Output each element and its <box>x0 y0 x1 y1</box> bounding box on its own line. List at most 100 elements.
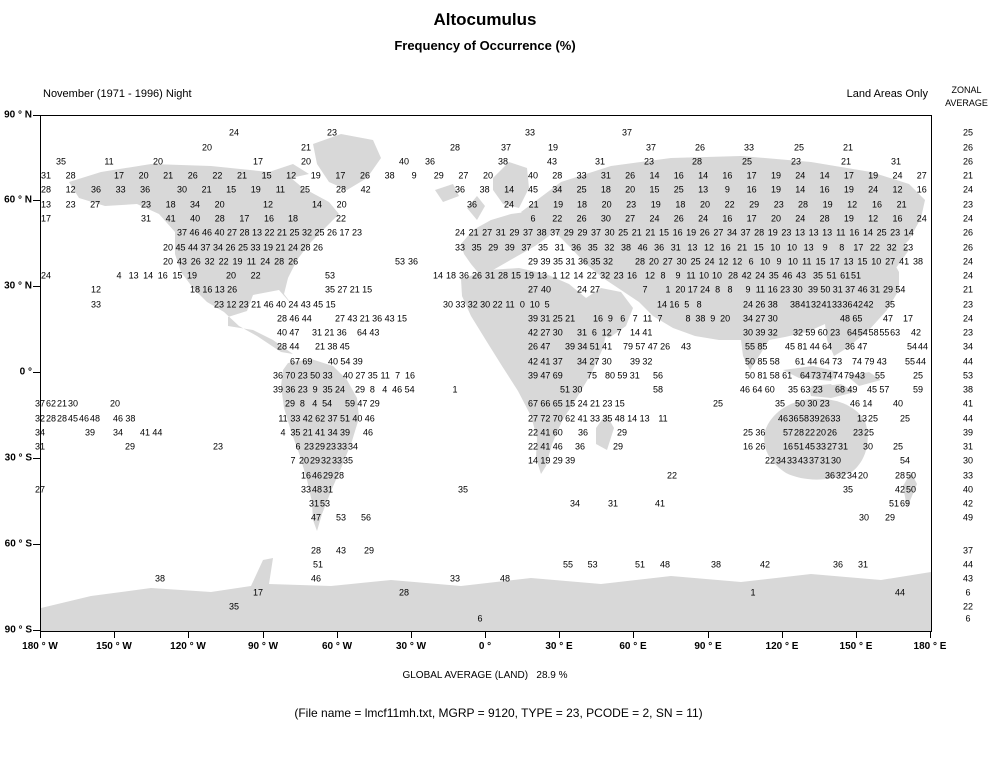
grid-value: 46 <box>739 384 751 395</box>
grid-value: 46 <box>310 573 322 584</box>
grid-value: 20 <box>109 398 121 409</box>
grid-value: 36 <box>454 184 466 195</box>
grid-value: 73 <box>810 370 822 381</box>
grid-value: 15 <box>510 270 522 281</box>
grid-value: 39 <box>527 370 539 381</box>
grid-value: 70 <box>552 413 563 424</box>
grid-value: 29 <box>577 227 588 238</box>
grid-value: 30 <box>600 213 611 224</box>
grid-value: 11 <box>505 299 515 310</box>
grid-value: 29 <box>314 441 326 452</box>
zonal-average-value: 49 <box>962 512 974 523</box>
grid-value: 64 <box>356 327 368 338</box>
axis-tick <box>33 200 40 201</box>
grid-value: 35 <box>774 398 786 409</box>
grid-value: 40 <box>352 413 363 424</box>
grid-value: 34 <box>576 356 588 367</box>
grid-value: 61 <box>794 356 806 367</box>
grid-value: 23 <box>903 242 914 253</box>
grid-value: 39 <box>564 341 576 352</box>
lon-tick-label: 90 ° E <box>694 641 722 652</box>
grid-value: 20 <box>152 156 164 167</box>
grid-value: 27 <box>540 327 551 338</box>
grid-value: 61 <box>782 370 793 381</box>
grid-value: 38 <box>536 227 547 238</box>
grid-value: 10 <box>871 256 882 267</box>
grid-value: 29 <box>552 455 563 466</box>
grid-value: 28 <box>310 545 322 556</box>
lon-tick-label: 150 ° E <box>839 641 873 652</box>
grid-value: 33 <box>786 455 798 466</box>
grid-value: 15 <box>857 256 868 267</box>
grid-value: 23 <box>613 270 624 281</box>
grid-value: 6 <box>295 441 301 452</box>
zonal-average-value: 37 <box>962 545 974 556</box>
grid-value: 14 <box>573 270 584 281</box>
new-zealand-shape <box>903 472 917 508</box>
antarctica-shape <box>41 558 931 631</box>
grid-value: 26 <box>190 256 201 267</box>
grid-value: 44 <box>187 242 199 253</box>
grid-value: 25 <box>793 142 805 153</box>
grid-value: 60 <box>817 327 828 338</box>
grid-value: 28 <box>819 213 830 224</box>
grid-value: 62 <box>315 413 326 424</box>
grid-value: 79 <box>622 341 634 352</box>
grid-value: 7 <box>632 313 638 324</box>
grid-value: 12 <box>644 270 656 281</box>
grid-value: 44 <box>809 341 820 352</box>
grid-value: 46 <box>849 398 861 409</box>
grid-value: 21 <box>300 142 312 153</box>
grid-value: 54 <box>404 384 415 395</box>
grid-value: 33 <box>576 170 587 181</box>
grid-value: 29 <box>509 227 520 238</box>
grid-value: 6 <box>591 327 597 338</box>
grid-value: 36 <box>424 156 436 167</box>
grid-value: 65 <box>852 313 863 324</box>
grid-value: 55 <box>879 327 890 338</box>
grid-value: 19 <box>523 270 535 281</box>
grid-value: 27 <box>589 356 600 367</box>
axis-tick <box>33 544 40 545</box>
grid-value: 42 <box>852 299 864 310</box>
grid-value: 10 <box>787 256 798 267</box>
grid-value: 13 <box>856 413 868 424</box>
grid-value: 23 <box>238 299 249 310</box>
grid-value: 47 <box>882 313 894 324</box>
grid-value: 38 <box>912 256 924 267</box>
grid-value: 21 <box>589 398 601 409</box>
zonal-average-value: 44 <box>962 356 974 367</box>
grid-value: 20 <box>336 199 347 210</box>
grid-value: 21 <box>302 427 313 438</box>
grid-value: 22 <box>492 299 503 310</box>
grid-value: 24 <box>40 270 52 281</box>
lat-tick-label: 90 ° N <box>4 109 32 121</box>
grid-value: 23 <box>602 398 613 409</box>
grid-value: 19 <box>232 256 243 267</box>
zonal-average-value: 24 <box>962 313 974 324</box>
axis-tick <box>263 631 264 638</box>
grid-value: 9 <box>675 270 681 281</box>
grid-value: 44 <box>301 313 312 324</box>
grid-value: 29 <box>309 455 321 466</box>
lat-tick-label: 60 ° N <box>4 194 32 206</box>
grid-value: 15 <box>396 313 408 324</box>
lon-tick-label: 180 ° W <box>22 641 58 652</box>
grid-value: 21 <box>737 242 748 253</box>
zonal-average-value: 6 <box>965 587 971 598</box>
grid-value: 23 <box>626 199 637 210</box>
grid-value: 33 <box>90 299 102 310</box>
grid-value: 43 <box>876 356 887 367</box>
grid-value: 31 <box>495 227 506 238</box>
asia-shape <box>521 156 925 370</box>
grid-value: 20 <box>298 455 310 466</box>
grid-value: 24 <box>755 270 766 281</box>
grid-value: 44 <box>894 587 906 598</box>
grid-value: 15 <box>261 170 272 181</box>
grid-value: 19 <box>310 170 321 181</box>
grid-value: 20 <box>162 242 174 253</box>
grid-value: 20 <box>857 470 869 481</box>
grid-value: 33 <box>815 441 827 452</box>
grid-value: 45 <box>67 413 79 424</box>
